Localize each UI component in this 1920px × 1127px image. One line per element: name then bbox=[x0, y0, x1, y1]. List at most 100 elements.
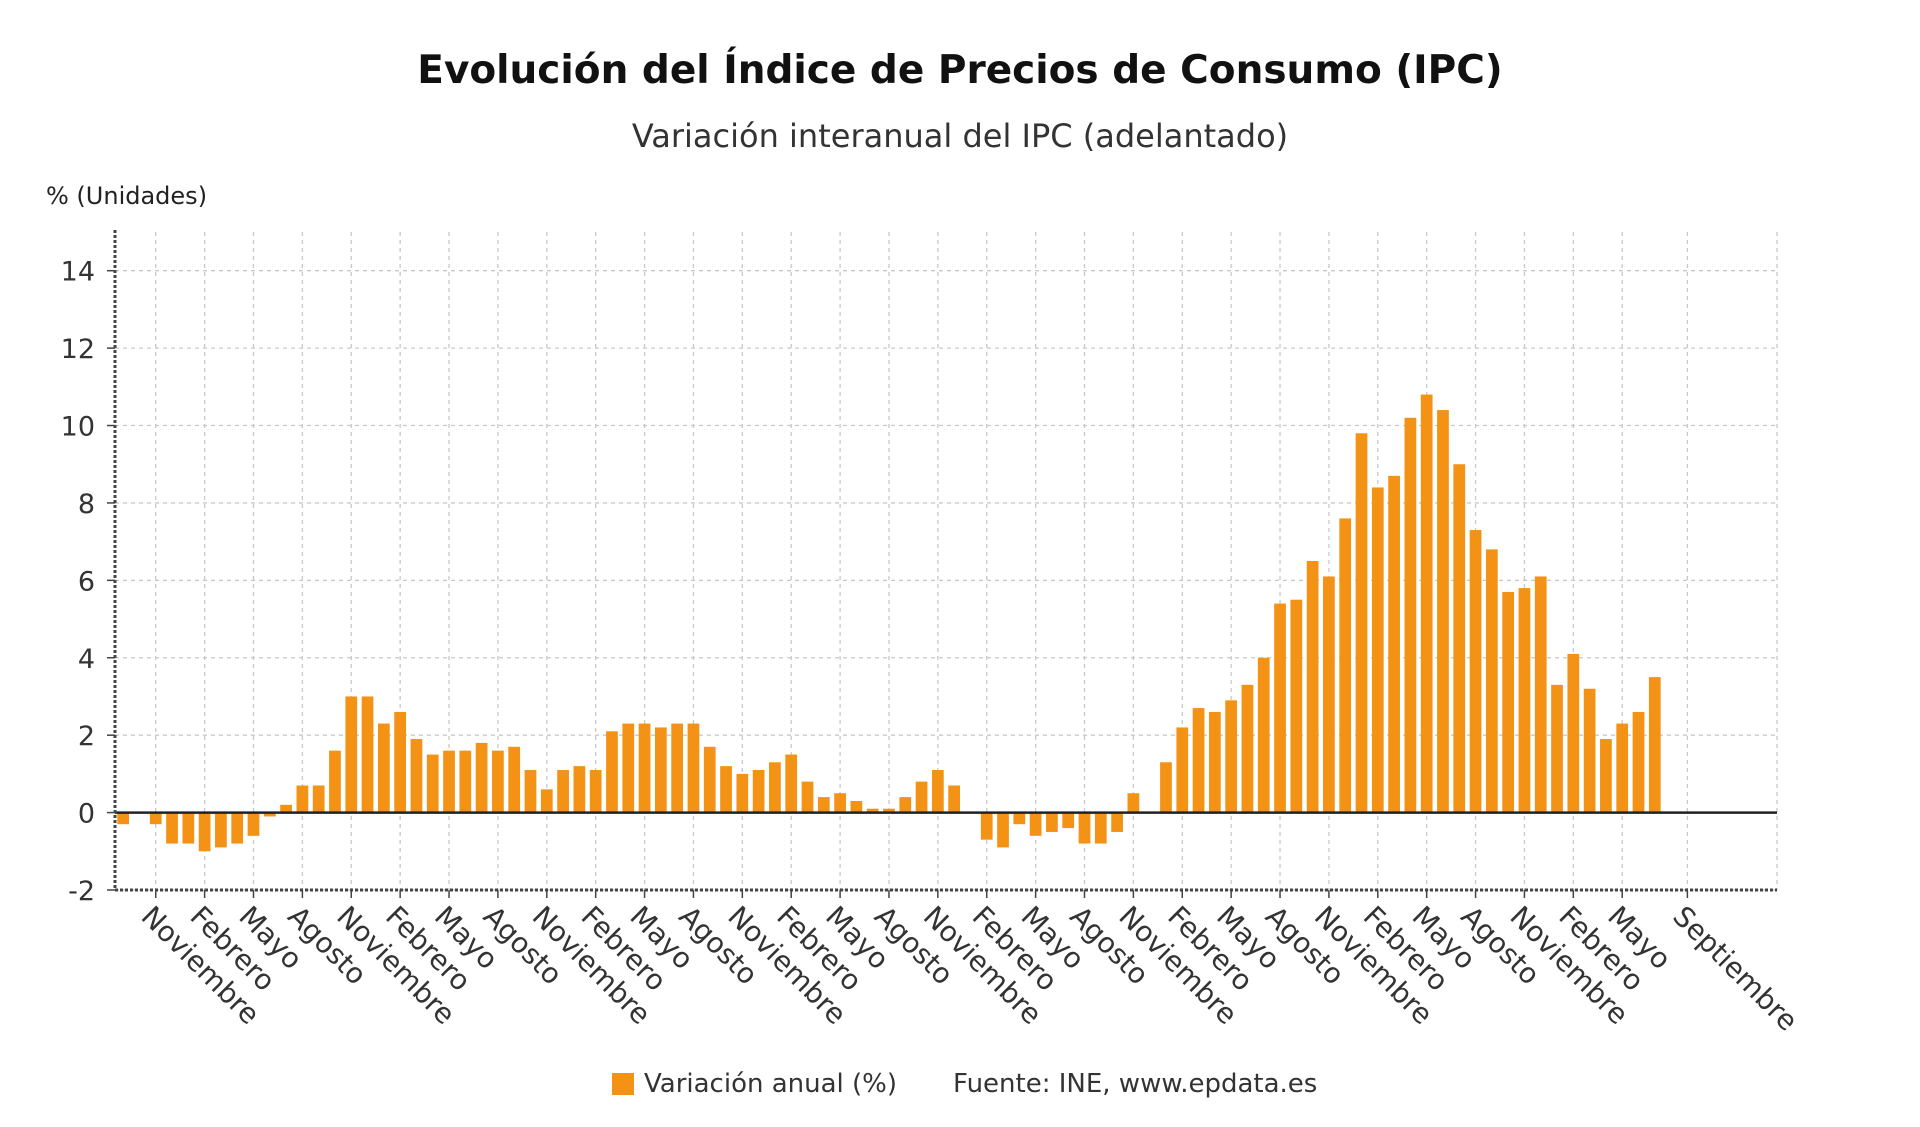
bar bbox=[524, 770, 537, 813]
bar bbox=[687, 723, 700, 813]
bar bbox=[1518, 588, 1531, 813]
legend: Variación anual (%) Fuente: INE, www.epd… bbox=[612, 1066, 1317, 1102]
bar bbox=[1437, 410, 1449, 813]
y-tick-label: 12 bbox=[61, 334, 95, 365]
chart-title: Evolución del Índice de Precios de Consu… bbox=[417, 48, 1503, 93]
bar bbox=[997, 812, 1009, 848]
bar bbox=[443, 750, 455, 813]
bar bbox=[1583, 688, 1596, 813]
bar bbox=[492, 750, 504, 813]
bar bbox=[622, 723, 635, 813]
bar bbox=[426, 754, 439, 813]
bar bbox=[606, 731, 618, 813]
bar bbox=[1176, 727, 1189, 813]
bar bbox=[1616, 723, 1629, 813]
bar bbox=[166, 812, 178, 844]
bar bbox=[1029, 812, 1042, 836]
bar bbox=[149, 812, 162, 825]
bar bbox=[931, 770, 944, 813]
bar bbox=[215, 812, 227, 848]
bar bbox=[540, 789, 553, 813]
bar bbox=[801, 781, 814, 813]
y-tick-label: -2 bbox=[68, 876, 95, 907]
bar bbox=[1094, 812, 1107, 844]
bar bbox=[638, 723, 651, 813]
bar bbox=[296, 785, 309, 813]
bar bbox=[850, 800, 863, 813]
bar bbox=[1371, 487, 1384, 813]
bar bbox=[1453, 464, 1466, 813]
bar bbox=[1567, 653, 1580, 813]
bar bbox=[980, 812, 993, 840]
bar bbox=[345, 696, 358, 813]
bar bbox=[475, 742, 488, 813]
bar bbox=[557, 770, 569, 813]
bar bbox=[361, 696, 374, 813]
bar bbox=[915, 781, 928, 813]
source-text: Fuente: INE, www.epdata.es bbox=[953, 1069, 1318, 1099]
bar bbox=[817, 797, 830, 813]
bar bbox=[1502, 591, 1515, 813]
bar bbox=[1339, 518, 1352, 813]
bar bbox=[1225, 700, 1238, 813]
bar bbox=[508, 746, 521, 813]
bar bbox=[883, 808, 895, 813]
chart-subtitle: Variación interanual del IPC (adelantado… bbox=[631, 117, 1289, 155]
bar bbox=[752, 770, 765, 813]
bar bbox=[1355, 433, 1368, 813]
bar bbox=[1290, 599, 1303, 813]
bar bbox=[1241, 684, 1254, 813]
bar bbox=[280, 804, 292, 813]
bar bbox=[182, 812, 195, 844]
bar bbox=[654, 727, 667, 813]
bar bbox=[1078, 812, 1091, 844]
bar bbox=[703, 746, 716, 813]
bar bbox=[377, 723, 390, 813]
bar bbox=[1192, 708, 1205, 813]
bar bbox=[1420, 394, 1433, 813]
bar bbox=[1648, 677, 1661, 813]
bar bbox=[231, 812, 244, 844]
bar bbox=[117, 812, 130, 825]
bar bbox=[1306, 561, 1319, 813]
bar bbox=[671, 723, 684, 813]
bar bbox=[1323, 576, 1335, 813]
bar bbox=[1600, 739, 1612, 813]
bar bbox=[1013, 812, 1026, 825]
bar bbox=[1160, 762, 1172, 813]
bar bbox=[329, 750, 341, 813]
bar bbox=[198, 812, 211, 852]
bar bbox=[866, 808, 879, 813]
bar bbox=[263, 812, 276, 817]
bar bbox=[1208, 711, 1221, 813]
bar bbox=[785, 754, 798, 813]
bar bbox=[1485, 549, 1498, 813]
bar bbox=[736, 773, 749, 813]
bar bbox=[410, 739, 423, 813]
y-tick-label: 14 bbox=[61, 257, 95, 288]
legend-label: Variación anual (%) bbox=[644, 1069, 898, 1099]
bar bbox=[573, 766, 586, 813]
y-tick-label: 8 bbox=[78, 489, 95, 520]
bar bbox=[1632, 711, 1645, 813]
y-tick-label: 6 bbox=[78, 566, 95, 597]
bar bbox=[1551, 684, 1563, 813]
bar bbox=[1388, 475, 1400, 813]
bar bbox=[1469, 530, 1482, 813]
bar bbox=[1127, 793, 1140, 813]
bar bbox=[312, 785, 325, 813]
y-tick-label: 10 bbox=[61, 412, 95, 443]
bar bbox=[1257, 657, 1270, 813]
bar bbox=[1404, 417, 1417, 813]
bar bbox=[948, 785, 961, 813]
bar bbox=[1534, 576, 1547, 813]
x-tick-label: Septiembre bbox=[1666, 900, 1804, 1038]
y-axis-label: % (Unidades) bbox=[46, 182, 208, 210]
bar bbox=[720, 766, 732, 813]
y-tick-label: 2 bbox=[78, 721, 95, 752]
bar bbox=[1111, 812, 1123, 832]
bar bbox=[834, 793, 846, 813]
y-tick-label: 4 bbox=[78, 644, 95, 675]
bar bbox=[769, 762, 781, 813]
